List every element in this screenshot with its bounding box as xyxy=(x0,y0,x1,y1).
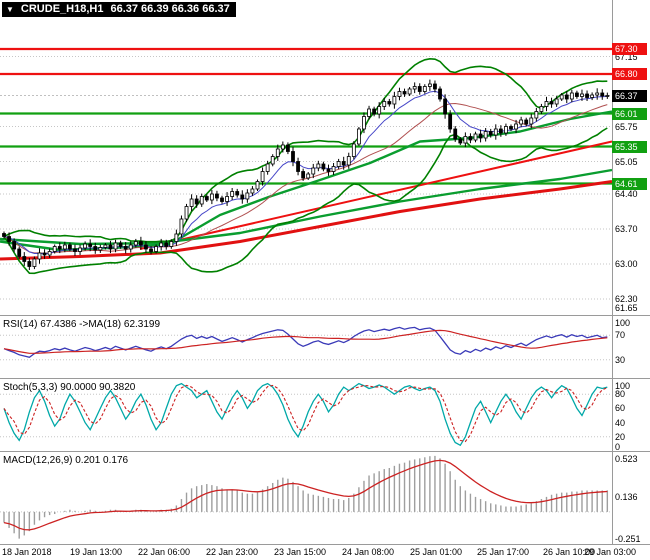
stoch-scale-label: 100 xyxy=(615,381,631,391)
macd-indicator-label: MACD(12,26,9) 0.201 0.176 xyxy=(3,455,129,466)
macd-scale-label: 0.523 xyxy=(615,454,638,464)
chart-title-bar: ▼ CRUDE_H18,H1 66.37 66.39 66.36 66.37 xyxy=(2,2,236,17)
rsi-scale-label: 100 xyxy=(615,318,631,328)
time-axis-label: 22 Jan 06:00 xyxy=(138,547,191,557)
time-axis-label: 26 Jan 10:00 xyxy=(543,547,596,557)
time-axis-label: 22 Jan 23:00 xyxy=(206,547,259,557)
panel-separator[interactable] xyxy=(0,378,650,379)
macd-scale-label: -0.251 xyxy=(615,533,641,544)
macd-scale-label: 0.136 xyxy=(615,492,638,503)
stoch-scale-label: 40 xyxy=(615,417,626,428)
panel-separator[interactable] xyxy=(0,451,650,452)
time-axis-label: 24 Jan 08:00 xyxy=(342,547,395,557)
time-axis-separator xyxy=(0,544,650,545)
time-axis-label: 19 Jan 13:00 xyxy=(70,547,123,557)
time-axis-label: 25 Jan 01:00 xyxy=(410,547,463,557)
price-axis-label: 61.65 xyxy=(615,303,638,313)
price-badge-red: 67.30 xyxy=(612,43,647,55)
price-badge-green: 64.61 xyxy=(612,177,647,190)
price-axis-label: 67.15 xyxy=(615,51,638,62)
stoch-scale-label: 60 xyxy=(615,403,626,414)
chart-symbol-title: CRUDE_H18,H1 xyxy=(20,3,104,15)
time-axis-label: 25 Jan 17:00 xyxy=(477,547,530,557)
time-axis-label: 23 Jan 15:00 xyxy=(274,547,327,557)
price-axis-label: 65.05 xyxy=(615,156,638,167)
rsi-scale-label: 70 xyxy=(615,330,626,341)
stoch-scale-label: 20 xyxy=(615,431,626,442)
time-axis-label: 29 Jan 03:00 xyxy=(584,547,637,557)
stoch-scale-label: 80 xyxy=(615,389,626,400)
stoch-indicator-label: Stoch(5,3,3) 90.0000 90.3820 xyxy=(3,382,136,393)
time-axis-label: 18 Jan 2018 xyxy=(2,547,52,557)
price-badge-green: 65.35 xyxy=(612,140,647,153)
price-axis-border xyxy=(612,0,613,544)
rsi-scale-label: 30 xyxy=(615,354,626,365)
chart-ohlc-values: 66.37 66.39 66.36 66.37 xyxy=(110,3,230,15)
panel-separator[interactable] xyxy=(0,315,650,316)
price-axis-label: 62.30 xyxy=(615,294,638,304)
price-badge-black: 66.37 xyxy=(612,89,647,102)
price-axis-label: 64.40 xyxy=(615,189,638,199)
rsi-indicator-label: RSI(14) 67.4386 ->MA(18) 62.3199 xyxy=(3,319,161,330)
price-axis-label: 63.70 xyxy=(615,224,638,234)
price-axis-label: 63.00 xyxy=(615,259,638,269)
price-badge-green: 66.01 xyxy=(612,107,647,120)
price-axis-label: 65.75 xyxy=(615,121,638,132)
stoch-scale-label: 0 xyxy=(615,442,621,452)
price-badge-red: 66.80 xyxy=(612,68,647,80)
symbol-dropdown-icon[interactable]: ▼ xyxy=(6,4,14,14)
